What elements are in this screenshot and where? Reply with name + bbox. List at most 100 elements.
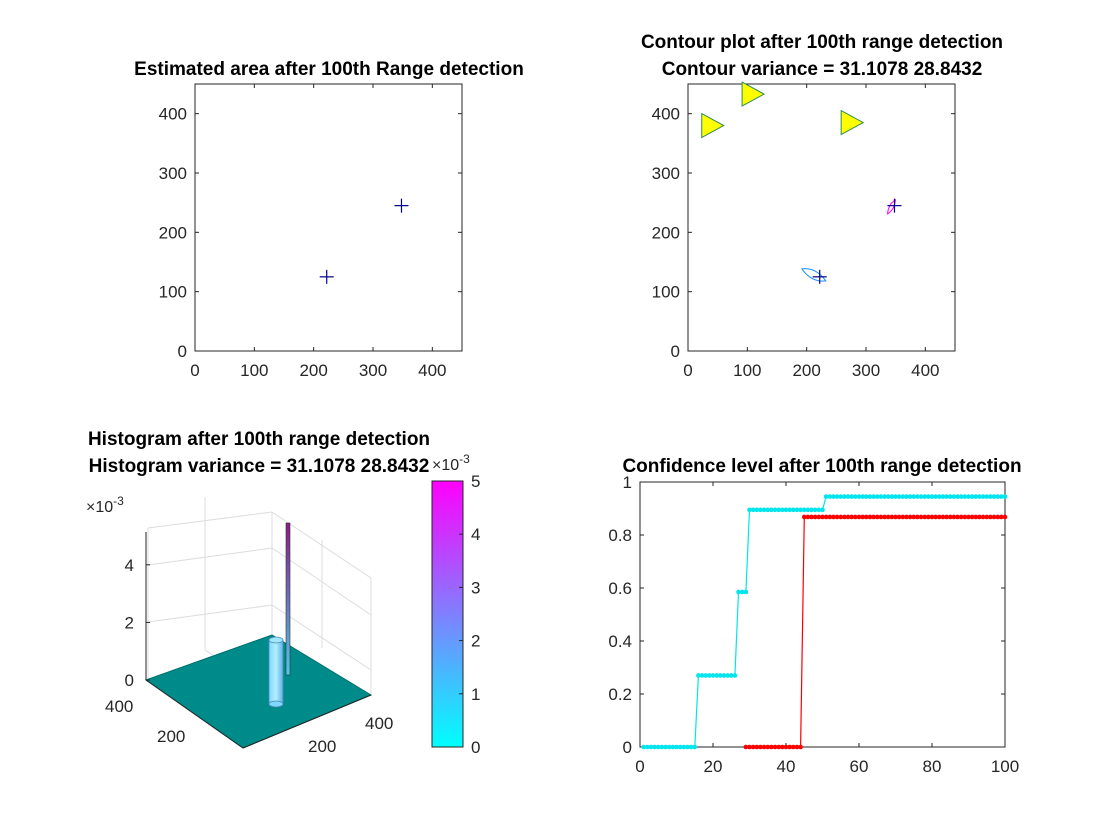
panel2-xtick-label: 200: [792, 361, 820, 380]
confidence-point-1: [805, 514, 811, 520]
confidence-point-0: [878, 494, 884, 499]
confidence-point-0: [969, 494, 975, 499]
confidence-point-0: [728, 673, 734, 678]
confidence-point-0: [787, 507, 792, 513]
confidence-point-1: [969, 514, 975, 520]
confidence-point-0: [718, 673, 723, 678]
panel4-ytick-label: 0.4: [608, 632, 632, 651]
confidence-point-0: [984, 494, 990, 499]
panel-histogram: Histogram after 100th range detection Hi…: [86, 429, 480, 757]
anchor-triangle: [701, 112, 725, 139]
confidence-point-0: [732, 673, 738, 678]
confidence-point-0: [831, 494, 836, 499]
panel3-z-tick-label: 2: [125, 613, 134, 632]
panel1-xtick-label: 0: [190, 361, 199, 380]
confidence-point-1: [940, 514, 946, 520]
confidence-point-0: [783, 507, 789, 513]
panel2-contours: [800, 198, 897, 282]
panel2-title-line2: Contour variance = 31.1078 28.8432: [662, 59, 983, 80]
panel2-contour: [800, 268, 827, 282]
confidence-point-0: [988, 494, 993, 499]
confidence-point-0: [864, 494, 869, 499]
confidence-point-1: [772, 744, 778, 750]
confidence-point-0: [685, 744, 690, 750]
confidence-point-0: [758, 507, 763, 513]
confidence-point-0: [980, 494, 986, 499]
panel1-markers: [319, 198, 409, 284]
confidence-point-1: [798, 744, 803, 750]
confidence-point-0: [860, 494, 865, 499]
confidence-point-1: [922, 514, 927, 520]
confidence-point-0: [648, 744, 654, 750]
confidence-point-0: [721, 673, 727, 678]
confidence-point-0: [889, 494, 895, 499]
panel4-ytick-label: 0.6: [608, 579, 632, 598]
confidence-point-1: [864, 514, 869, 520]
confidence-point-1: [944, 514, 949, 520]
confidence-point-0: [688, 744, 694, 750]
colorbar-tick-label: 2: [471, 632, 480, 651]
confidence-point-1: [783, 744, 789, 750]
confidence-point-0: [940, 494, 946, 499]
panel3-x-axis: [242, 694, 372, 749]
panel4-xtick-label: 40: [777, 757, 796, 776]
confidence-point-1: [743, 744, 749, 750]
colorbar-tick-label: 5: [471, 472, 480, 491]
panel4-x-ticks: 0 20 40 60 80 100: [635, 482, 1019, 776]
panel1-ytick-label: 200: [159, 223, 187, 242]
confidence-point-1: [823, 514, 829, 520]
confidence-point-1: [794, 744, 800, 750]
panel1-x-ticks: 0 100 200 300 400: [190, 84, 447, 380]
confidence-point-0: [776, 507, 781, 513]
confidence-point-1: [780, 744, 785, 750]
panel3-z-tick-label: 4: [125, 556, 134, 575]
confidence-point-1: [885, 514, 891, 520]
colorbar: [431, 480, 464, 748]
confidence-point-0: [780, 507, 785, 513]
panel-contour-plot: Contour plot after 100th range detection…: [641, 32, 1003, 380]
panel2-xtick-label: 300: [852, 361, 880, 380]
confidence-point-1: [1002, 514, 1008, 520]
confidence-point-1: [958, 514, 964, 520]
confidence-point-1: [980, 514, 986, 520]
confidence-point-0: [761, 507, 767, 513]
panel4-xtick-label: 20: [704, 757, 723, 776]
confidence-point-0: [845, 494, 851, 499]
confidence-point-1: [966, 514, 971, 520]
confidence-point-0: [882, 494, 887, 499]
confidence-point-1: [845, 514, 851, 520]
confidence-point-0: [999, 494, 1004, 499]
panel2-contour: [886, 198, 897, 215]
confidence-point-1: [918, 514, 924, 520]
confidence-point-1: [900, 514, 906, 520]
panel3-title-line2: Histogram variance = 31.1078 28.8432: [89, 456, 430, 477]
panel3-peak-spike: [285, 522, 291, 676]
panel3-y-tick-200: 200: [157, 727, 185, 746]
panel4-ytick-label: 0: [623, 738, 632, 757]
confidence-point-0: [893, 494, 898, 499]
confidence-point-1: [893, 514, 898, 520]
confidence-point-1: [904, 514, 909, 520]
panel3-z-exponent: ×10-3: [86, 494, 124, 516]
confidence-point-0: [794, 507, 800, 513]
confidence-point-0: [929, 494, 935, 499]
confidence-point-1: [937, 514, 942, 520]
panel1-title: Estimated area after 100th Range detecti…: [134, 59, 524, 80]
confidence-point-0: [714, 673, 719, 678]
confidence-point-0: [885, 494, 891, 499]
confidence-point-0: [896, 494, 902, 499]
panel1-ytick-label: 0: [178, 342, 187, 361]
confidence-point-0: [834, 494, 840, 499]
confidence-point-0: [652, 744, 657, 750]
panel3-x-tick-400: 400: [365, 714, 393, 733]
colorbar-tick-label: 4: [471, 525, 480, 544]
confidence-point-0: [674, 744, 679, 750]
confidence-point-0: [798, 507, 803, 513]
panel-confidence-level: Confidence level after 100th range detec…: [608, 456, 1021, 776]
panel3-y-tick-400: 400: [105, 697, 133, 716]
panel2-title-line1: Contour plot after 100th range detection: [641, 32, 1003, 53]
confidence-point-0: [703, 673, 708, 678]
confidence-point-0: [670, 744, 676, 750]
confidence-point-1: [991, 514, 997, 520]
